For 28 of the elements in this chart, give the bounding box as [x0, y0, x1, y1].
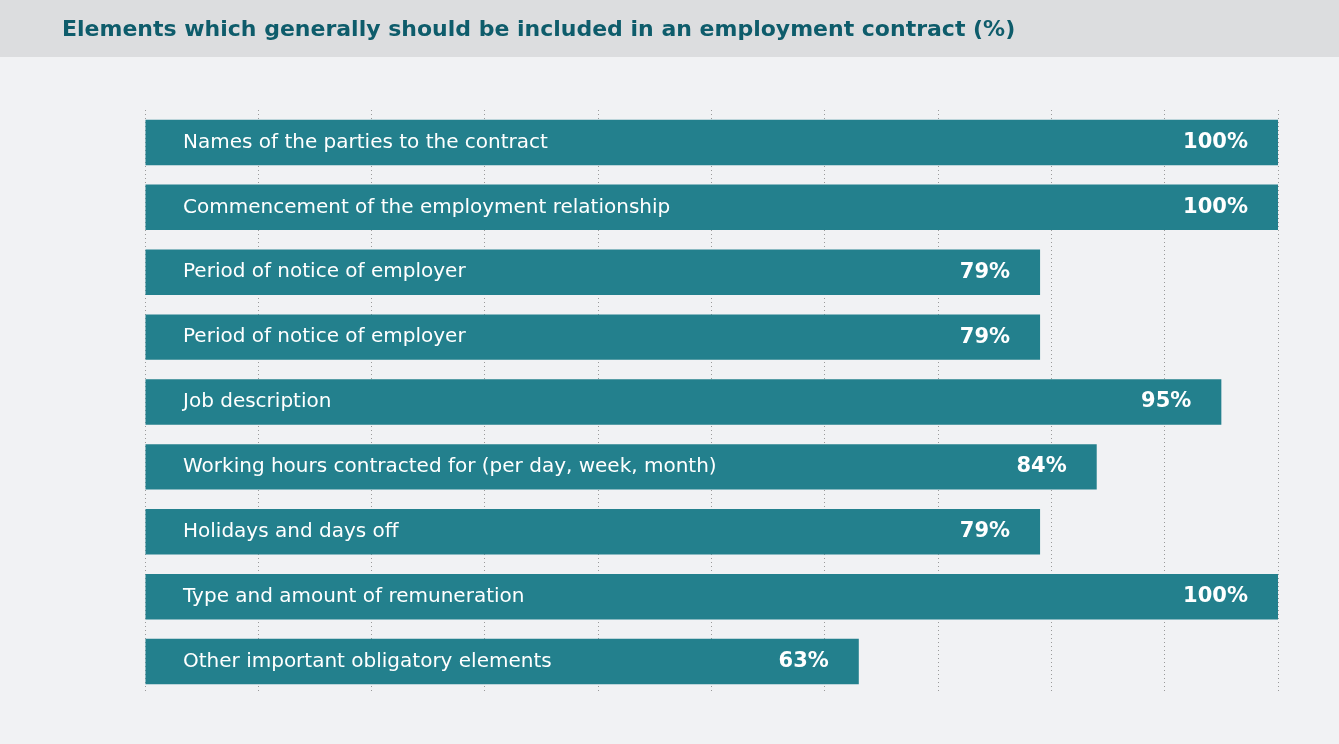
bar: [145, 379, 1222, 425]
data-label: 100%: [1183, 193, 1248, 218]
data-label: 79%: [959, 323, 1011, 348]
data-label: 79%: [959, 258, 1011, 283]
y-tick-label: Commencement of the employment relationship: [183, 193, 671, 218]
y-tick-label: Names of the parties to the contract: [183, 128, 549, 153]
data-label: 100%: [1183, 583, 1248, 608]
bar: [145, 184, 1278, 231]
y-tick-label: Period of notice of employer: [183, 258, 467, 283]
y-tick-label: Job description: [181, 388, 332, 413]
data-label: 100%: [1183, 128, 1248, 153]
y-tick-label: Type and amount of remuneration: [182, 582, 525, 607]
data-label: 84%: [1016, 453, 1067, 478]
bar: [145, 119, 1278, 166]
bar: [145, 509, 1041, 555]
y-tick-label: Holidays and days off: [183, 517, 400, 542]
y-tick-label: Period of notice of employer: [183, 323, 467, 348]
bar: [145, 314, 1041, 360]
data-label: 95%: [1141, 388, 1192, 413]
bar: [145, 573, 1278, 620]
chart-title: Elements which generally should be included in an employment contract (%): [0, 0, 1339, 57]
bar: [145, 249, 1041, 295]
bar: [145, 444, 1097, 490]
y-tick-label: Working hours contracted for (per day, week, month): [183, 453, 717, 478]
y-tick-label: Other important obligatory elements: [183, 647, 552, 672]
data-label: 63%: [778, 648, 829, 673]
bar: [145, 638, 859, 685]
data-label: 79%: [959, 518, 1011, 543]
